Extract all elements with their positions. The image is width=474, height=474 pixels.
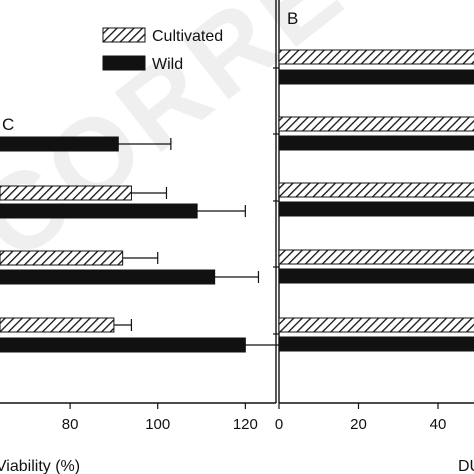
panel-c: 80 100 120 Viability (%) C <box>0 0 281 474</box>
panel-b-bar-cultivated <box>278 317 474 333</box>
panel-c-bar-cultivated <box>0 250 124 266</box>
panel-c-bar-cultivated <box>0 185 132 201</box>
legend: Cultivated Wild <box>102 27 223 73</box>
panel-b-letter: B <box>287 9 298 28</box>
panel-c-x-axis-title: Viability (%) <box>0 458 80 474</box>
panel-b-x-tick-label: 20 <box>350 416 367 433</box>
panel-b-bar-wild <box>278 135 474 151</box>
panel-b-x-tick-label: 40 <box>430 416 447 433</box>
legend-label-wild: Wild <box>152 56 183 73</box>
panel-b: 0 20 40 DU B <box>273 0 474 474</box>
panel-b-bar-cultivated <box>278 249 474 265</box>
legend-label-cultivated: Cultivated <box>152 28 223 45</box>
panel-c-x-tick-label: 100 <box>145 416 170 433</box>
panel-c-bar-wild <box>0 269 216 285</box>
panel-b-bar-wild <box>278 69 474 85</box>
panel-c-x-tick-label: 80 <box>62 416 79 433</box>
panel-c-bar-wild <box>0 337 246 353</box>
panel-c-letter: C <box>2 115 14 134</box>
panel-c-bar-cultivated <box>0 317 115 333</box>
panel-b-bar-cultivated <box>278 49 474 65</box>
panel-b-x-tick-label: 0 <box>275 416 283 433</box>
panel-c-x-tick-label: 120 <box>233 416 258 433</box>
legend-swatch-wild <box>102 55 146 71</box>
panel-b-bar-cultivated <box>278 116 474 132</box>
panel-b-bar-wild <box>278 201 474 217</box>
panel-b-bar-wild <box>278 268 474 284</box>
panel-b-bar-wild <box>278 336 474 352</box>
panel-c-bar-wild <box>0 203 198 219</box>
panel-c-bar-wild <box>0 136 119 152</box>
panel-b-bar-cultivated <box>278 182 474 198</box>
legend-swatch-cultivated <box>102 27 146 43</box>
panel-b-x-axis-title: DU <box>458 458 474 474</box>
